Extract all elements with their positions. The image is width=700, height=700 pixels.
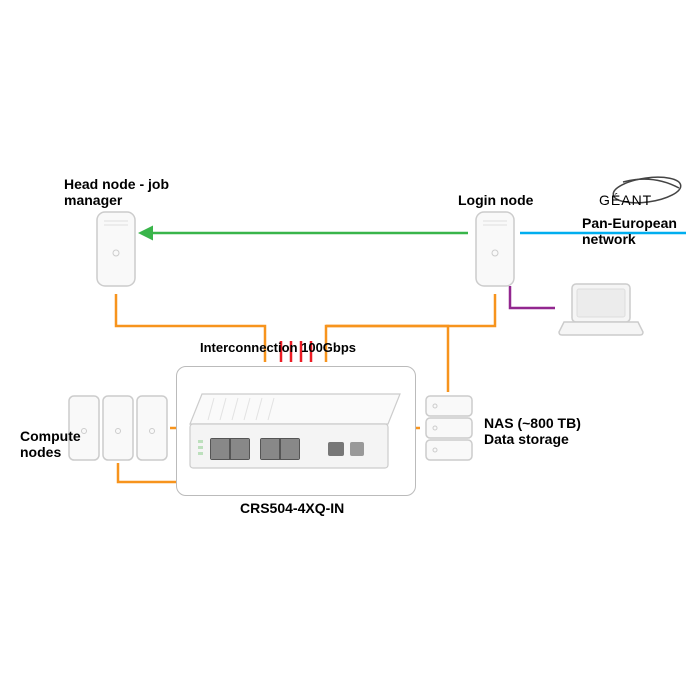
login-node-device: [475, 211, 515, 291]
head-node-label-2: manager: [64, 192, 122, 209]
pan-euro-label-2: network: [582, 231, 636, 248]
switch-label: CRS504-4XQ-IN: [240, 500, 344, 517]
laptop-device: [558, 282, 644, 340]
compute-nodes-cluster: [68, 395, 170, 463]
pan-euro-label-1: Pan-European: [582, 215, 677, 232]
switch-device: [188, 392, 402, 474]
link-compute-to-switch-2: [118, 463, 178, 482]
head-node-device: [96, 211, 136, 291]
nas-label-1: NAS (~800 TB): [484, 415, 581, 432]
login-node-label: Login node: [458, 192, 533, 209]
compute-label-2: nodes: [20, 444, 61, 461]
geant-label: GÉANT: [599, 192, 652, 209]
head-node-label-1: Head node - job: [64, 176, 169, 193]
link-login-to-laptop: [510, 286, 555, 308]
nas-label-2: Data storage: [484, 431, 569, 448]
compute-label-1: Compute: [20, 428, 81, 445]
interconnect-label: Interconnection 100Gbps: [200, 340, 356, 356]
nas-device: [425, 395, 473, 463]
